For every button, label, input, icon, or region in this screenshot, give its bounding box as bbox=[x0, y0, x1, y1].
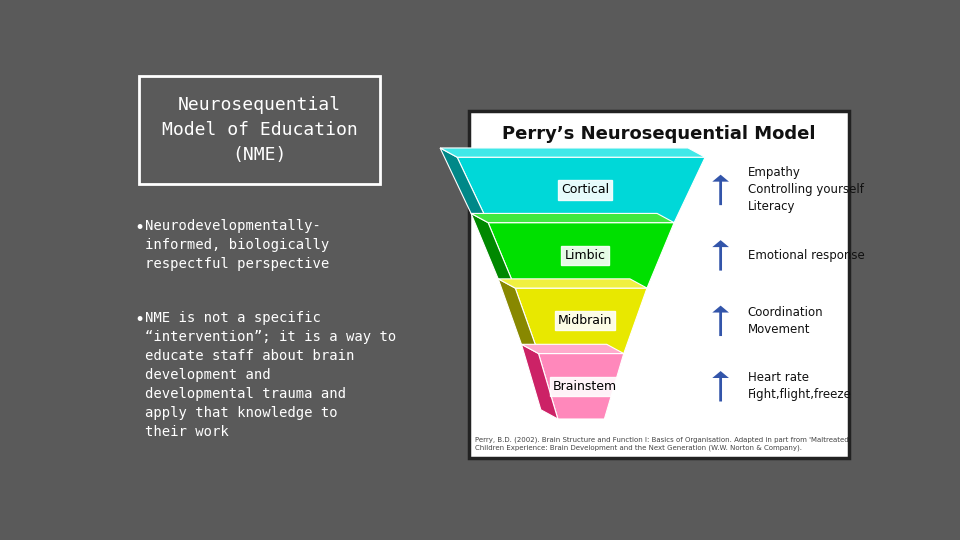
Text: Perry, B.D. (2002). Brain Structure and Function I: Basics of Organisation. Adap: Perry, B.D. (2002). Brain Structure and … bbox=[475, 437, 849, 451]
Text: Neurodevelopmentally-
informed, biologically
respectful perspective: Neurodevelopmentally- informed, biologic… bbox=[145, 219, 329, 271]
Polygon shape bbox=[457, 157, 706, 222]
Text: •: • bbox=[134, 219, 144, 237]
Text: •: • bbox=[134, 311, 144, 329]
Text: Cortical: Cortical bbox=[561, 184, 609, 197]
Text: Limbic: Limbic bbox=[564, 249, 606, 262]
Text: Empathy
Controlling yourself
Literacy: Empathy Controlling yourself Literacy bbox=[748, 166, 864, 213]
Text: Perry’s Neurosequential Model: Perry’s Neurosequential Model bbox=[502, 125, 815, 143]
Polygon shape bbox=[471, 213, 674, 222]
Text: Coordination
Movement: Coordination Movement bbox=[748, 306, 824, 336]
Polygon shape bbox=[488, 222, 674, 288]
Text: Midbrain: Midbrain bbox=[558, 314, 612, 327]
Polygon shape bbox=[521, 345, 624, 354]
Text: Heart rate
Fight,flight,freeze: Heart rate Fight,flight,freeze bbox=[748, 372, 852, 401]
Polygon shape bbox=[471, 213, 516, 288]
Text: Neurosequential
Model of Education
(NME): Neurosequential Model of Education (NME) bbox=[161, 96, 357, 164]
Bar bbox=[139, 76, 379, 184]
Polygon shape bbox=[539, 354, 624, 419]
Text: Brainstem: Brainstem bbox=[553, 380, 617, 393]
Polygon shape bbox=[498, 279, 647, 288]
Polygon shape bbox=[498, 279, 539, 354]
Polygon shape bbox=[521, 345, 558, 419]
Polygon shape bbox=[440, 148, 706, 157]
Bar bbox=[468, 111, 849, 457]
Text: Emotional response: Emotional response bbox=[748, 249, 865, 262]
Polygon shape bbox=[440, 148, 488, 222]
Polygon shape bbox=[516, 288, 647, 354]
Text: NME is not a specific
“intervention”; it is a way to
educate staff about brain
d: NME is not a specific “intervention”; it… bbox=[145, 311, 396, 439]
